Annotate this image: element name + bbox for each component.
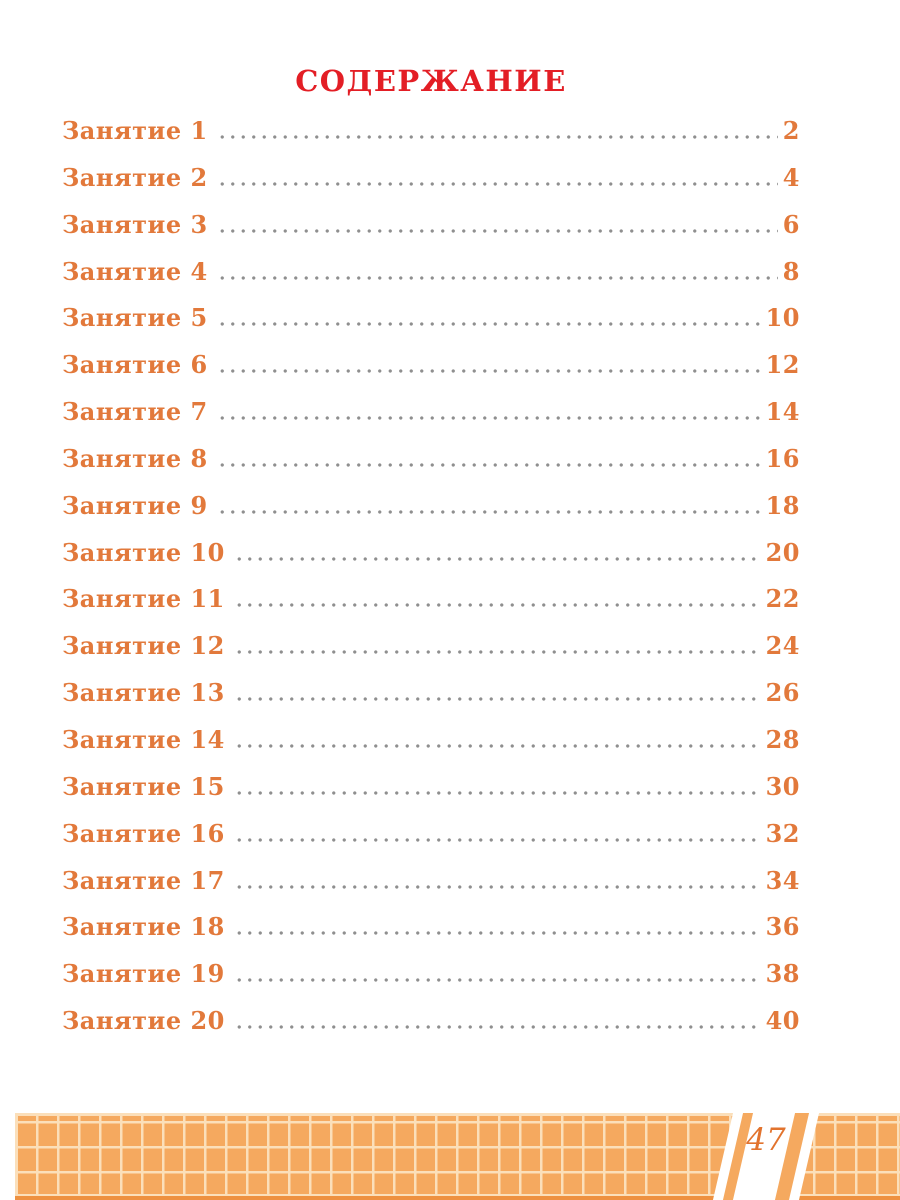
toc-entry[interactable]: Занятие 6 12 <box>62 342 800 389</box>
dotted-leader <box>233 931 761 936</box>
dotted-leader <box>233 556 761 561</box>
toc-entry-page: 28 <box>765 724 800 754</box>
toc-entry-page: 40 <box>765 1006 800 1036</box>
toc-entry[interactable]: Занятие 15 30 <box>62 764 800 811</box>
toc-entry-page: 34 <box>765 865 800 895</box>
toc-entry-page: 38 <box>765 959 800 989</box>
dotted-leader <box>216 369 761 374</box>
toc-entry[interactable]: Занятие 1 2 <box>62 108 800 155</box>
toc-entry-page: 10 <box>765 303 800 333</box>
toc-entry-label: Занятие 1 <box>62 116 208 145</box>
dotted-leader <box>216 275 778 280</box>
toc-entry-label: Занятие 20 <box>62 1006 225 1036</box>
page-title: СОДЕРЖАНИЕ <box>295 64 567 98</box>
dotted-leader <box>233 1025 761 1030</box>
toc-entry[interactable]: Занятие 12 24 <box>62 623 800 670</box>
toc-entry-page: 16 <box>765 443 800 473</box>
toc-entry-label: Занятие 9 <box>62 490 208 520</box>
toc-entry-page: 6 <box>782 209 800 239</box>
toc-entry-label: Занятие 10 <box>62 537 225 567</box>
toc-entry-page: 26 <box>765 678 800 708</box>
toc-entry[interactable]: Занятие 17 34 <box>62 858 800 905</box>
toc-entry-label: Занятие 12 <box>62 631 225 661</box>
toc-entry-page: 20 <box>765 537 800 567</box>
toc-entry-label: Занятие 14 <box>62 724 225 754</box>
toc-entry-page: 36 <box>765 912 800 942</box>
dotted-leader <box>233 790 761 795</box>
toc-entry-label: Занятие 7 <box>62 397 208 427</box>
toc-entry-page: 30 <box>765 771 800 801</box>
toc-entry[interactable]: Занятие 13 26 <box>62 670 800 717</box>
toc-entry[interactable]: Занятие 4 8 <box>62 249 800 296</box>
toc-entry[interactable]: Занятие 19 38 <box>62 951 800 998</box>
toc-entry[interactable]: Занятие 14 28 <box>62 717 800 764</box>
dotted-leader <box>216 462 761 467</box>
toc-entry-label: Занятие 5 <box>62 303 208 333</box>
toc-entry[interactable]: Занятие 20 40 <box>62 998 800 1045</box>
toc-entry-page: 12 <box>765 350 800 380</box>
toc-entry[interactable]: Занятие 18 36 <box>62 904 800 951</box>
dotted-leader <box>216 135 778 139</box>
toc-entry[interactable]: Занятие 10 20 <box>62 530 800 577</box>
toc-entry[interactable]: Занятие 2 4 <box>62 155 800 202</box>
dotted-leader <box>233 603 761 608</box>
toc-list: Занятие 1 2 Занятие 2 4 Занятие 3 6 Заня… <box>62 108 800 1045</box>
dotted-leader <box>216 509 761 514</box>
toc-entry-page: 14 <box>765 397 800 427</box>
toc-entry[interactable]: Занятие 7 14 <box>62 389 800 436</box>
dotted-leader <box>233 650 761 655</box>
toc-entry-page: 22 <box>765 584 800 614</box>
toc-entry[interactable]: Занятие 11 22 <box>62 576 800 623</box>
dotted-leader <box>216 181 778 186</box>
toc-entry-page: 2 <box>782 116 800 145</box>
toc-entry-label: Занятие 18 <box>62 912 225 942</box>
toc-entry[interactable]: Занятие 3 6 <box>62 202 800 249</box>
dotted-leader <box>233 978 761 983</box>
toc-entry-page: 18 <box>765 490 800 520</box>
toc-entry-label: Занятие 13 <box>62 678 225 708</box>
footer-decoration: 47 <box>0 1113 900 1200</box>
dotted-leader <box>233 884 761 889</box>
dotted-leader <box>216 322 761 327</box>
toc-entry-page: 4 <box>782 162 800 192</box>
toc-entry-label: Занятие 3 <box>62 209 208 239</box>
toc-entry-label: Занятие 15 <box>62 771 225 801</box>
toc-entry[interactable]: Занятие 8 16 <box>62 436 800 483</box>
toc-entry[interactable]: Занятие 9 18 <box>62 483 800 530</box>
footer-bottom-bar <box>15 1194 900 1200</box>
toc-entry-label: Занятие 16 <box>62 818 225 848</box>
toc-entry-label: Занятие 17 <box>62 865 225 895</box>
dotted-leader <box>216 416 761 421</box>
toc-entry[interactable]: Занятие 5 10 <box>62 295 800 342</box>
dotted-leader <box>233 697 761 702</box>
dotted-leader <box>216 228 778 233</box>
toc-entry-label: Занятие 4 <box>62 256 208 286</box>
toc-entry-page: 24 <box>765 631 800 661</box>
toc-entry-page: 8 <box>782 256 800 286</box>
footer-page-number: 47 <box>746 1122 786 1158</box>
dotted-leader <box>233 837 761 842</box>
toc-entry-label: Занятие 11 <box>62 584 225 614</box>
dotted-leader <box>233 743 761 748</box>
toc-entry-label: Занятие 19 <box>62 959 225 989</box>
toc-entry-label: Занятие 8 <box>62 443 208 473</box>
toc-entry-page: 32 <box>765 818 800 848</box>
toc-entry-label: Занятие 6 <box>62 350 208 380</box>
toc-entry-label: Занятие 2 <box>62 162 208 192</box>
toc-entry[interactable]: Занятие 16 32 <box>62 811 800 858</box>
